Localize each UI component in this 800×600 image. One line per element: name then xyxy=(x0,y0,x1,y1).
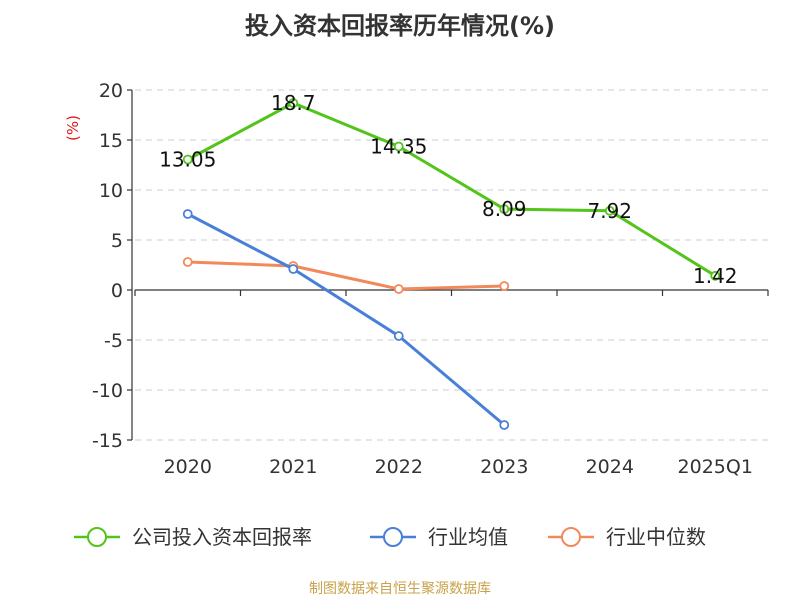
y-tick-label-0: 0 xyxy=(111,280,123,302)
y-tick-label-20: 20 xyxy=(99,80,123,102)
legend-label-2: 行业中位数 xyxy=(606,525,706,549)
data-label-2020: 13.05 xyxy=(159,148,216,172)
point-2-2022 xyxy=(393,284,404,294)
series-layer: 13.05 18.7 14.35 8.09 7.92 1.42 xyxy=(159,91,738,430)
data-label-2023: 8.09 xyxy=(482,197,527,221)
series-0: 13.05 18.7 14.35 8.09 7.92 1.42 xyxy=(159,91,737,288)
y-tick-label-15: 15 xyxy=(99,130,123,152)
data-label-2024: 7.92 xyxy=(587,199,632,223)
x-tick-label-2025q1: 2025Q1 xyxy=(678,456,753,478)
data-label-2021: 18.7 xyxy=(271,91,316,115)
point-1-2021 xyxy=(288,264,299,274)
point-0-2022 xyxy=(393,141,404,152)
series-line-1 xyxy=(186,212,506,427)
legend-item-2: 行业中位数 xyxy=(548,525,706,549)
legend-item-0: 公司投入资本回报率 xyxy=(74,525,312,549)
series-line-0 xyxy=(186,101,717,278)
legend-label-1: 行业均值 xyxy=(428,525,508,549)
legend: 公司投入资本回报率 行业均值 行业中位数 xyxy=(74,525,706,549)
point-0-2021 xyxy=(288,98,299,108)
point-0-2025q1 xyxy=(710,270,721,281)
x-tick-label-2020: 2020 xyxy=(164,456,212,478)
y-tick-label-10: 10 xyxy=(99,180,123,202)
legend-item-1: 行业均值 xyxy=(370,525,508,549)
series-line-2 xyxy=(186,260,506,291)
data-label-2022: 14.35 xyxy=(370,135,427,159)
x-axis: 2020 2021 2022 2023 2024 2025Q1 xyxy=(134,289,769,478)
point-0-2024 xyxy=(604,205,615,216)
point-1-2023 xyxy=(499,420,510,430)
y-tick-label-10: -10 xyxy=(92,380,123,402)
y-tick-label-15: -15 xyxy=(92,430,123,452)
chart-title: 投入资本回报率历年情况(%) xyxy=(245,12,555,40)
point-0-2020 xyxy=(182,154,193,165)
y-axis: 20 15 10 5 0 -5 -10 -15 xyxy=(92,80,133,452)
x-tick-label-2024: 2024 xyxy=(586,456,634,478)
point-1-2020 xyxy=(182,209,193,219)
y-axis-unit: (%) xyxy=(64,115,82,141)
x-tick-label-2023: 2023 xyxy=(480,456,528,478)
series-2 xyxy=(182,257,510,294)
point-2-2020 xyxy=(182,257,193,267)
series-1 xyxy=(182,209,510,430)
legend-marker-1 xyxy=(383,527,403,547)
legend-marker-0 xyxy=(87,527,107,547)
x-tick-label-2022: 2022 xyxy=(375,456,423,478)
data-label-2025q1: 1.42 xyxy=(693,264,738,288)
x-tick-label-2021: 2021 xyxy=(269,456,317,478)
source-note: 制图数据来自恒生聚源数据库 xyxy=(309,581,491,597)
point-1-2022 xyxy=(393,331,404,341)
legend-label-0: 公司投入资本回报率 xyxy=(132,525,312,549)
y-tick-label-5: -5 xyxy=(104,330,123,352)
y-tick-label-5: 5 xyxy=(111,230,123,252)
legend-marker-2 xyxy=(561,527,581,547)
point-2-2023 xyxy=(499,281,510,291)
point-0-2023 xyxy=(499,204,510,215)
